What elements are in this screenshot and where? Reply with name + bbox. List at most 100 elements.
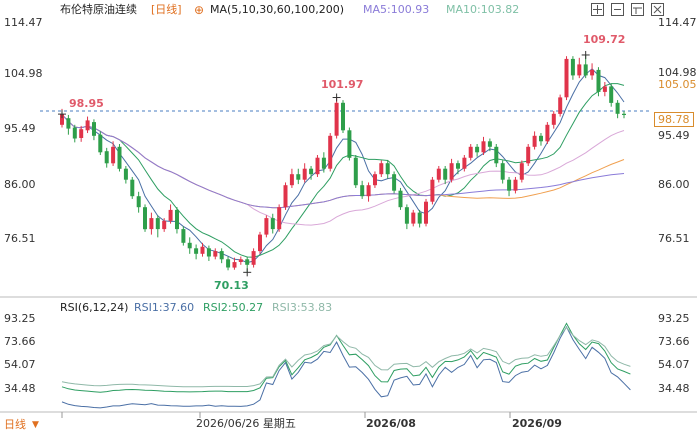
period-selector[interactable]: [日线] — [151, 3, 182, 16]
rsi3-value: RSI3:53.83 — [272, 301, 333, 314]
price-tick-left-2: 104.98 — [4, 67, 43, 80]
candle-body — [411, 212, 416, 224]
candle-body — [143, 207, 147, 230]
minus-box-icon[interactable] — [611, 3, 624, 16]
candle-body — [270, 218, 275, 230]
candle-body — [385, 163, 390, 175]
candle-body — [392, 174, 397, 191]
rsi-tick-left-2: 73.66 — [4, 335, 36, 348]
ma100-line — [61, 114, 625, 209]
price-tick-left-4: 86.00 — [4, 178, 36, 191]
price-tick-right-5: 76.51 — [658, 232, 690, 245]
candle-body — [194, 248, 199, 254]
price-tick-left-3: 95.49 — [4, 122, 36, 135]
candle-body — [602, 86, 607, 92]
candle-body — [309, 168, 314, 175]
candle-body — [424, 201, 428, 224]
candle-body — [436, 168, 441, 180]
candle-body — [321, 157, 326, 169]
candle-body — [379, 163, 384, 175]
candle-body — [609, 86, 614, 103]
rsi-tick-right-2: 73.66 — [658, 335, 690, 348]
rsi1-value: RSI1:37.60 — [134, 301, 195, 314]
candle-body — [200, 246, 205, 254]
candle-body — [168, 209, 173, 221]
candle-body — [181, 229, 186, 243]
crosshair-icon[interactable]: ⊕ — [194, 3, 205, 17]
rsi2-line — [61, 322, 631, 393]
candle-body — [545, 124, 550, 142]
price-badge-105: 105.05 — [656, 78, 697, 91]
candle-body — [136, 196, 141, 208]
candle-body — [449, 163, 454, 180]
candle-body — [66, 118, 71, 129]
annotation-left-price: 98.95 — [69, 97, 104, 110]
annotation-peak-1: 101.97 — [321, 78, 364, 91]
candle-body — [123, 168, 128, 180]
x-date-1: 2026/06/26 星期五 — [196, 417, 296, 430]
candle-body — [404, 207, 409, 224]
price-tick-right-4: 86.00 — [658, 178, 690, 191]
instrument-title: 布伦特原油连续 — [60, 3, 137, 16]
current-price-badge: 98.78 — [654, 112, 694, 127]
ma10-value: MA10:103.82 — [446, 3, 520, 16]
candle-body — [558, 97, 563, 114]
candle-body — [526, 146, 531, 164]
candle-body — [251, 251, 256, 265]
rsi3-line — [61, 326, 631, 388]
candle-body — [92, 122, 96, 136]
candle-body — [213, 251, 218, 257]
candle-body — [238, 259, 243, 262]
candle-body — [539, 135, 543, 142]
annotation-peak-2: 109.72 — [583, 33, 626, 46]
candle-body — [583, 64, 588, 76]
candle-body — [481, 141, 486, 153]
candle-body — [417, 212, 422, 224]
candle-body — [104, 151, 109, 164]
candle-body — [111, 146, 116, 164]
candle-body — [302, 168, 307, 180]
candle-body — [130, 179, 135, 197]
candle-body — [507, 179, 512, 191]
ma10-line — [61, 83, 625, 258]
annotation-trough: 70.13 — [214, 279, 249, 292]
candle-body — [264, 218, 269, 235]
candle-body — [513, 179, 518, 191]
candle-body — [226, 259, 231, 268]
candle-body — [398, 190, 403, 208]
ma-indicator-label[interactable]: MA(5,10,30,60,100,200) — [210, 3, 345, 16]
rsi-tick-left-3: 54.07 — [4, 358, 36, 371]
ma5-line — [61, 68, 625, 264]
close-box-icon[interactable] — [651, 3, 664, 16]
price-tick-left-1: 114.47 — [4, 16, 43, 29]
grid-icon[interactable] — [591, 3, 604, 16]
candle-body — [155, 218, 160, 230]
period-tab[interactable]: 日线 — [4, 418, 26, 431]
price-tick-right-2: 104.98 — [658, 66, 697, 79]
candle-body — [341, 102, 345, 131]
rsi1-line — [61, 325, 631, 409]
ma5-value: MA5:100.93 — [363, 3, 430, 16]
layout-icon[interactable] — [631, 3, 644, 16]
candle-body — [570, 58, 575, 76]
candle-body — [98, 134, 103, 153]
candle-body — [532, 135, 537, 147]
candle-body — [347, 130, 352, 158]
caret-down-icon[interactable]: ▼ — [32, 420, 39, 430]
candle-body — [475, 146, 480, 153]
x-date-3: 2026/09 — [512, 417, 562, 430]
candle-body — [296, 174, 301, 180]
candle-body — [232, 262, 237, 268]
rsi2-value: RSI2:50.27 — [203, 301, 264, 314]
price-tick-right-1: 114.47 — [658, 16, 697, 29]
candle-body — [456, 163, 460, 169]
candle-body — [487, 141, 492, 147]
rsi-tick-right-3: 54.07 — [658, 358, 690, 371]
rsi-tick-right-4: 34.48 — [658, 382, 690, 395]
rsi-label[interactable]: RSI(6,12,24) — [60, 301, 129, 314]
candle-body — [366, 185, 371, 197]
candle-body — [462, 157, 467, 169]
candle-body — [60, 114, 64, 125]
candle-body — [596, 69, 601, 92]
candle-body — [206, 248, 211, 257]
